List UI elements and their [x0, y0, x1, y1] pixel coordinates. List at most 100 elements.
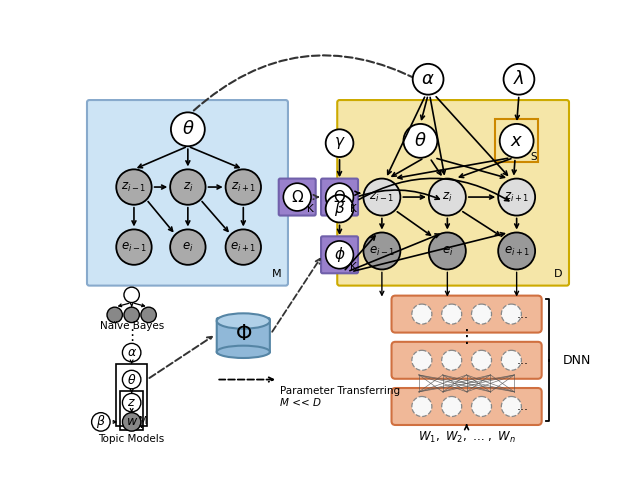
Circle shape	[107, 307, 122, 322]
Text: ...: ...	[516, 400, 529, 413]
Circle shape	[124, 287, 140, 302]
Circle shape	[442, 304, 461, 324]
Text: $x$: $x$	[510, 132, 524, 150]
Circle shape	[498, 178, 535, 216]
Text: Naïve Bayes: Naïve Bayes	[100, 320, 164, 330]
Text: $\gamma$: $\gamma$	[333, 135, 346, 151]
Text: $e_{i-1}$: $e_{i-1}$	[121, 240, 147, 254]
Text: N: N	[136, 420, 143, 430]
Circle shape	[412, 396, 432, 416]
Bar	[116, 364, 147, 426]
FancyBboxPatch shape	[217, 318, 270, 354]
Text: ...: ...	[516, 308, 529, 320]
Text: ⋮: ⋮	[458, 328, 476, 346]
Circle shape	[413, 64, 444, 94]
Text: $z_{i-1}$: $z_{i-1}$	[122, 180, 147, 194]
Circle shape	[364, 178, 401, 216]
Text: $W_1,\ W_2,\ \ldots\ ,\ W_n$: $W_1,\ W_2,\ \ldots\ ,\ W_n$	[418, 430, 515, 445]
Text: M << D: M << D	[280, 398, 321, 407]
Circle shape	[326, 183, 353, 211]
Text: $z_i$: $z_i$	[182, 180, 193, 194]
Text: S: S	[531, 152, 538, 162]
Circle shape	[326, 130, 353, 157]
Circle shape	[504, 64, 534, 94]
Text: $z_i$: $z_i$	[442, 190, 452, 203]
FancyBboxPatch shape	[321, 178, 358, 216]
Circle shape	[326, 194, 353, 222]
Circle shape	[122, 394, 141, 412]
Circle shape	[326, 241, 353, 268]
Bar	[495, 120, 538, 162]
Text: ⋮: ⋮	[124, 328, 140, 343]
FancyBboxPatch shape	[87, 100, 288, 286]
Circle shape	[225, 170, 261, 205]
Text: ...: ...	[516, 354, 529, 367]
Text: M: M	[271, 270, 281, 280]
Circle shape	[141, 307, 156, 322]
Circle shape	[170, 230, 205, 265]
Text: DNN: DNN	[563, 354, 591, 367]
Circle shape	[472, 350, 492, 370]
Text: $\Phi$: $\Phi$	[235, 324, 252, 344]
Text: $w$: $w$	[125, 416, 138, 428]
Text: $e_{i-1}$: $e_{i-1}$	[369, 244, 395, 258]
Text: $\theta$: $\theta$	[182, 120, 194, 138]
Text: K: K	[349, 204, 356, 214]
Circle shape	[122, 344, 141, 362]
Text: $\theta$: $\theta$	[127, 372, 136, 386]
Text: Parameter Transferring: Parameter Transferring	[280, 386, 401, 396]
FancyBboxPatch shape	[392, 296, 541, 333]
Text: $e_i$: $e_i$	[182, 240, 193, 254]
Text: $\Omega$: $\Omega$	[291, 189, 304, 205]
Circle shape	[501, 396, 522, 416]
Text: $\beta$: $\beta$	[334, 199, 345, 218]
Text: $e_{i+1}$: $e_{i+1}$	[230, 240, 257, 254]
Circle shape	[116, 170, 152, 205]
Circle shape	[170, 170, 205, 205]
FancyBboxPatch shape	[279, 178, 316, 216]
Circle shape	[412, 304, 432, 324]
FancyBboxPatch shape	[337, 100, 569, 286]
Text: K: K	[307, 204, 314, 214]
FancyBboxPatch shape	[321, 236, 358, 274]
Text: $e_i$: $e_i$	[442, 244, 453, 258]
Text: $z_{i+1}$: $z_{i+1}$	[231, 180, 256, 194]
Text: $\alpha$: $\alpha$	[127, 346, 137, 359]
Text: K: K	[349, 262, 356, 272]
Text: $\theta$: $\theta$	[414, 132, 427, 150]
Circle shape	[472, 304, 492, 324]
Circle shape	[429, 232, 466, 270]
FancyBboxPatch shape	[392, 342, 541, 379]
FancyBboxPatch shape	[392, 388, 541, 425]
Circle shape	[124, 307, 140, 322]
Circle shape	[225, 230, 261, 265]
Text: $\beta$: $\beta$	[96, 414, 106, 430]
Circle shape	[501, 304, 522, 324]
Text: $z$: $z$	[127, 396, 136, 409]
Circle shape	[501, 350, 522, 370]
Circle shape	[472, 396, 492, 416]
Circle shape	[498, 232, 535, 270]
Text: $z_{i-1}$: $z_{i-1}$	[369, 190, 394, 203]
Circle shape	[429, 178, 466, 216]
Text: M: M	[138, 416, 147, 426]
Text: $z_{i+1}$: $z_{i+1}$	[504, 190, 529, 203]
Text: $\phi$: $\phi$	[334, 246, 346, 264]
Ellipse shape	[217, 346, 270, 358]
Text: $\Omega$: $\Omega$	[333, 189, 346, 205]
Circle shape	[284, 183, 311, 211]
Bar	[120, 391, 143, 430]
Circle shape	[92, 412, 110, 431]
Circle shape	[442, 350, 461, 370]
Circle shape	[403, 124, 437, 158]
Text: Topic Models: Topic Models	[99, 434, 164, 444]
Ellipse shape	[217, 314, 270, 328]
Circle shape	[122, 370, 141, 389]
Circle shape	[500, 124, 534, 158]
Text: $e_{i+1}$: $e_{i+1}$	[504, 244, 530, 258]
Circle shape	[116, 230, 152, 265]
Circle shape	[364, 232, 401, 270]
Text: $\alpha$: $\alpha$	[421, 70, 435, 88]
Text: D: D	[554, 270, 562, 280]
Text: $\lambda$: $\lambda$	[513, 70, 525, 88]
